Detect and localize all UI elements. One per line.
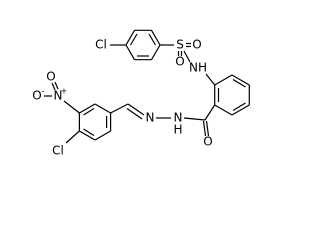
charge: - bbox=[42, 87, 45, 96]
atom-label: O bbox=[175, 55, 184, 69]
structure: Cl S O O NH O N H N N + O O - Cl bbox=[32, 29, 250, 158]
atom-label: O bbox=[46, 70, 55, 84]
atom-label: O bbox=[32, 89, 41, 103]
atom-label: Cl bbox=[95, 38, 107, 52]
bonds bbox=[44, 29, 250, 144]
atom-label: N bbox=[174, 111, 183, 125]
atom-label: Cl bbox=[52, 144, 64, 158]
charge: + bbox=[61, 87, 68, 96]
atom-label: N bbox=[54, 89, 63, 103]
atom-label: O bbox=[192, 38, 201, 52]
atom-label: NH bbox=[189, 61, 207, 75]
atom-label: S bbox=[176, 38, 184, 52]
atom-label: O bbox=[203, 135, 212, 149]
atom-label: N bbox=[146, 111, 155, 125]
atom-label: H bbox=[173, 123, 182, 137]
